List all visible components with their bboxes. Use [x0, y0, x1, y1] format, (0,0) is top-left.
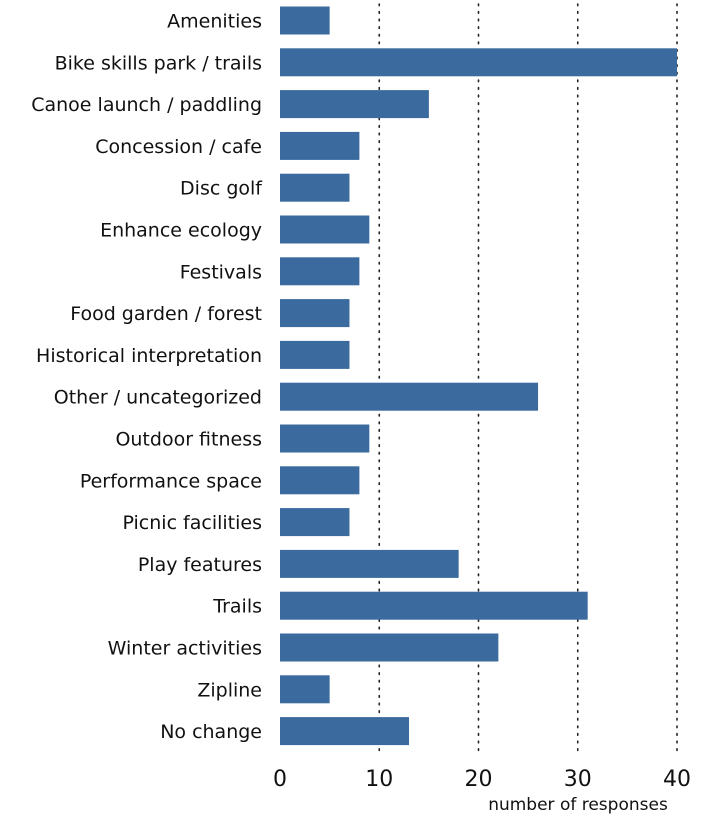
bar [280, 633, 499, 662]
category-label: Enhance ecology [100, 220, 262, 242]
x-tick-label: 20 [465, 767, 493, 792]
x-axis-title: number of responses [488, 795, 668, 815]
bar [280, 340, 350, 369]
x-tick-label: 10 [365, 767, 393, 792]
category-label: Canoe launch / paddling [31, 94, 262, 116]
category-label: Performance space [80, 470, 262, 492]
category-label: Bike skills park / trails [55, 52, 262, 74]
bar [280, 48, 677, 77]
category-label: Historical interpretation [36, 345, 262, 367]
bar [280, 466, 360, 495]
x-tick-label: 40 [663, 767, 691, 792]
grid-lines [378, 3, 678, 753]
category-label: Disc golf [180, 178, 263, 200]
bar [280, 131, 360, 160]
category-label: Festivals [180, 261, 262, 283]
bar [280, 591, 588, 620]
bar [280, 382, 539, 411]
x-tick-label: 0 [273, 767, 287, 792]
bar [280, 717, 410, 746]
category-label: Food garden / forest [70, 303, 262, 325]
category-label: Concession / cafe [95, 136, 262, 158]
category-label: Play features [138, 554, 262, 576]
category-label: Other / uncategorized [54, 387, 262, 409]
category-label: No change [160, 721, 262, 743]
x-tick-labels: 0 10 20 30 40 [273, 767, 691, 792]
bar [280, 549, 459, 578]
bar [280, 508, 350, 537]
category-label: Zipline [197, 679, 262, 701]
x-tick-label: 30 [564, 767, 592, 792]
category-label: Trails [212, 596, 262, 618]
category-labels: Amenities Bike skills park / trails Canoe … [31, 11, 263, 744]
category-label: Amenities [167, 11, 262, 33]
bars [280, 6, 677, 746]
bar [280, 257, 360, 286]
category-label: Picnic facilities [122, 512, 262, 534]
bar [280, 173, 350, 202]
category-label: Outdoor fitness [115, 429, 262, 451]
bar [280, 675, 330, 704]
category-label: Winter activities [108, 638, 262, 660]
bar [280, 90, 429, 119]
bar [280, 299, 350, 328]
bar [280, 6, 330, 35]
bar [280, 215, 370, 244]
bar [280, 424, 370, 453]
